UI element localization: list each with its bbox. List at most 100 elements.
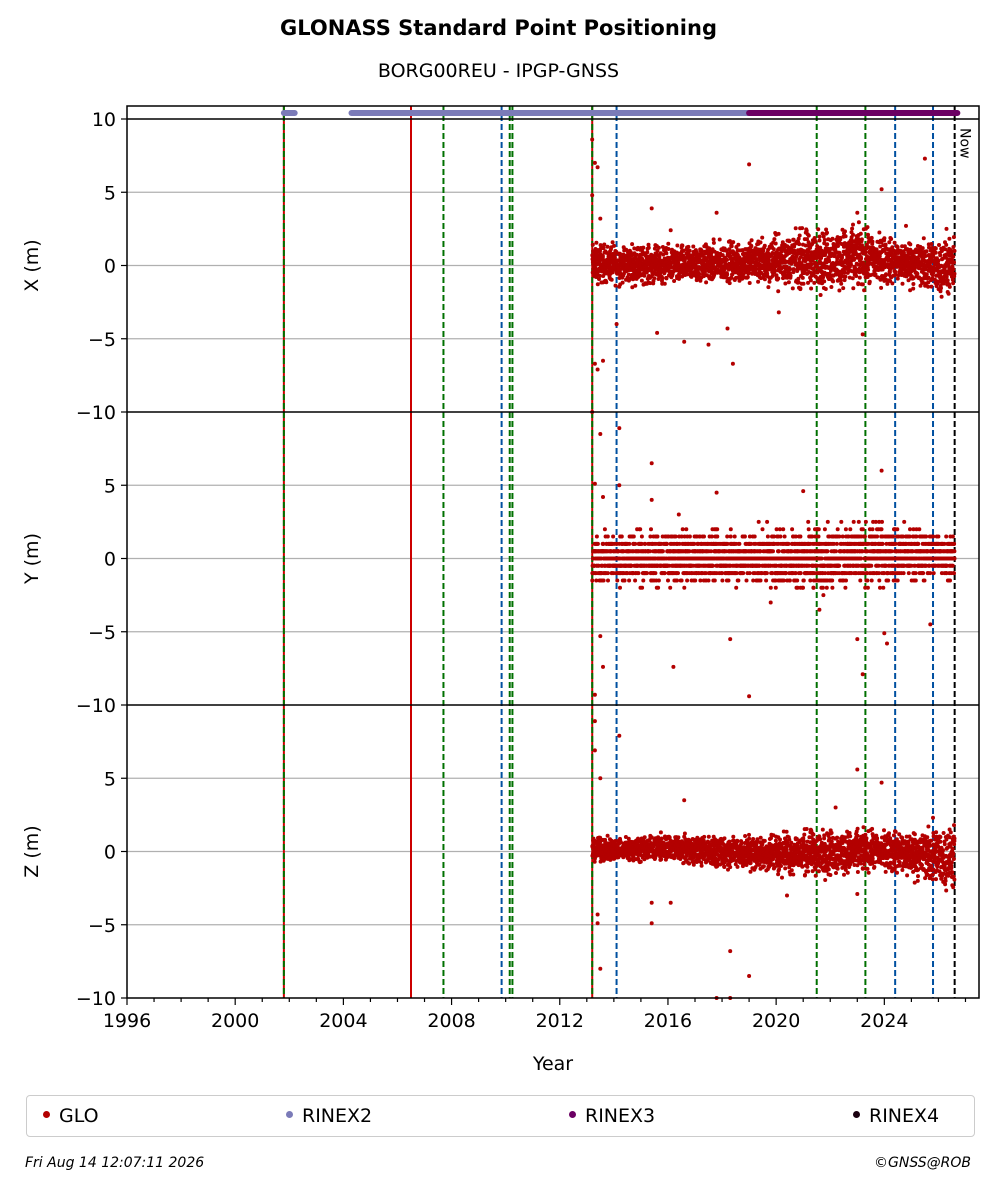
- glo-point: [684, 527, 689, 532]
- glo-point: [844, 578, 848, 583]
- glo-point: [951, 281, 956, 286]
- glo-point: [737, 541, 742, 546]
- glo-point: [687, 534, 692, 539]
- glo-point: [913, 571, 918, 576]
- glo-point: [664, 541, 669, 546]
- glo-point: [858, 231, 863, 236]
- glo-point: [837, 288, 842, 293]
- glo-point: [728, 534, 733, 539]
- glo-point: [615, 578, 620, 583]
- glo-point: [666, 247, 671, 251]
- glo-point: [627, 578, 632, 583]
- glo-point: [594, 534, 599, 539]
- glo-point: [860, 527, 865, 532]
- glo-point: [630, 285, 635, 290]
- glo-point: [747, 571, 752, 576]
- glo-point: [895, 527, 900, 532]
- glo-point: [797, 242, 802, 247]
- glo-point: [749, 244, 754, 249]
- chart-subtitle: BORG00REU - IPGP-GNSS: [377, 60, 620, 82]
- glo-point: [782, 534, 787, 539]
- glo-point: [702, 534, 706, 539]
- glo-point: [850, 226, 855, 231]
- glo-point: [764, 578, 769, 583]
- glo-outlier-point: [730, 361, 735, 366]
- glo-point: [880, 519, 884, 524]
- glo-point: [613, 283, 618, 288]
- glo-point: [595, 541, 600, 546]
- glo-point: [951, 267, 956, 272]
- glo-point: [590, 578, 595, 583]
- glo-point: [706, 578, 711, 583]
- glo-point: [725, 534, 730, 539]
- glo-point: [675, 578, 679, 583]
- glo-point: [597, 273, 602, 278]
- glo-point: [642, 273, 647, 278]
- glo-point: [803, 243, 808, 248]
- glo-point: [800, 226, 805, 231]
- glo-point: [675, 243, 680, 248]
- glo-point: [776, 276, 781, 281]
- glo-point: [601, 246, 606, 251]
- glo-point: [752, 534, 757, 539]
- glo-point: [641, 245, 646, 250]
- glo-point: [765, 534, 770, 539]
- glo-point: [863, 250, 868, 255]
- glo-point: [886, 578, 891, 583]
- glo-point: [889, 237, 894, 241]
- glo-point: [773, 241, 778, 246]
- glo-point: [911, 282, 916, 286]
- glo-outlier-point: [601, 358, 605, 363]
- glo-point: [765, 519, 770, 524]
- glo-point: [816, 534, 821, 539]
- glo-point: [756, 519, 761, 524]
- glo-point: [769, 254, 774, 258]
- glo-point: [806, 519, 811, 524]
- glo-point: [656, 578, 661, 583]
- glo-point: [795, 578, 800, 583]
- glo-point: [664, 276, 669, 281]
- glo-point: [831, 279, 836, 284]
- glo-point: [856, 220, 861, 225]
- glo-point: [729, 244, 734, 249]
- glo-point: [830, 578, 835, 583]
- glo-point: [857, 275, 862, 280]
- glo-point: [851, 286, 856, 291]
- glo-point: [662, 281, 667, 286]
- glo-point: [605, 571, 610, 576]
- glo-point: [870, 527, 875, 532]
- glo-point: [602, 527, 607, 532]
- glo-point: [801, 281, 806, 286]
- glo-outlier-point: [598, 216, 603, 221]
- glo-point: [639, 534, 644, 539]
- glo-point: [800, 275, 805, 280]
- glo-point: [652, 276, 657, 281]
- glo-point: [877, 578, 882, 583]
- glo-point: [754, 258, 759, 263]
- glo-point: [790, 286, 795, 291]
- glo-point: [880, 541, 885, 546]
- glo-point: [806, 527, 811, 532]
- glo-point: [626, 272, 631, 277]
- glo-point: [798, 571, 803, 576]
- glo-point: [865, 225, 870, 230]
- glo-point: [952, 260, 956, 265]
- glo-point: [843, 229, 847, 234]
- glo-point: [801, 585, 805, 590]
- glo-outlier-point: [649, 206, 654, 211]
- glo-point: [600, 253, 605, 258]
- glo-point: [892, 240, 897, 245]
- glo-outlier-point: [614, 322, 619, 327]
- glo-point: [641, 578, 646, 583]
- glo-point: [707, 246, 712, 251]
- glo-point: [741, 571, 746, 576]
- glo-point: [635, 252, 640, 257]
- glo-point: [744, 578, 749, 583]
- glo-point: [636, 571, 641, 576]
- glo-point: [913, 578, 918, 583]
- glo-point: [835, 527, 840, 532]
- glo-point: [951, 235, 956, 240]
- glo-point: [890, 281, 895, 286]
- glo-point: [601, 274, 606, 278]
